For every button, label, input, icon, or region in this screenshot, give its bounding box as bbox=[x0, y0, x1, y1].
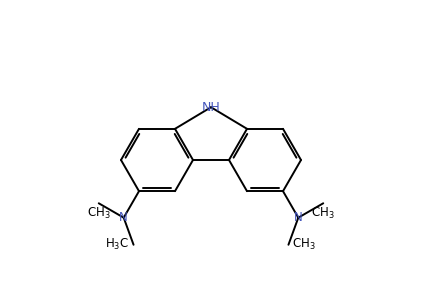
Text: H$_3$C: H$_3$C bbox=[106, 237, 130, 252]
Text: N: N bbox=[294, 211, 303, 224]
Text: CH$_3$: CH$_3$ bbox=[292, 237, 316, 252]
Text: NH: NH bbox=[202, 101, 220, 114]
Text: CH$_3$: CH$_3$ bbox=[311, 206, 335, 221]
Text: N: N bbox=[119, 211, 128, 224]
Text: CH$_3$: CH$_3$ bbox=[87, 206, 111, 221]
